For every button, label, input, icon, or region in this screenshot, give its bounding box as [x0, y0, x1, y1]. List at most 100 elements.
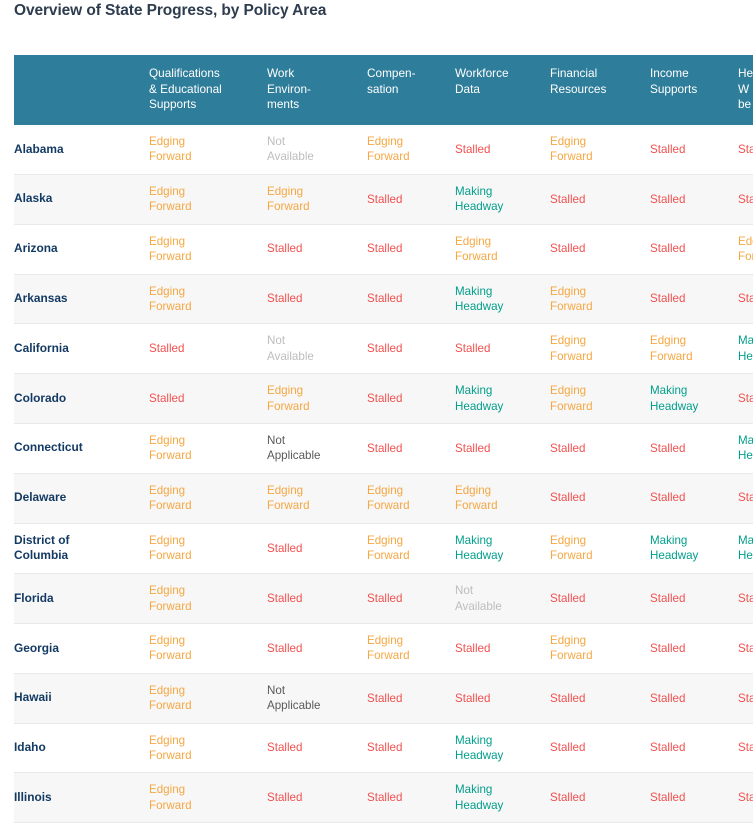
state-name-cell: Connecticut: [14, 423, 149, 474]
progress-table-container: Qualifications & Educational Supports Work…: [14, 55, 753, 826]
status-cell: Stalled: [267, 723, 367, 774]
column-header-work-environments[interactable]: Work Environ-ments: [267, 55, 367, 126]
table-header: Qualifications & Educational Supports Work…: [14, 55, 753, 126]
column-header-financial-resources[interactable]: Financial Resources: [550, 55, 650, 126]
status-cell: Stalled: [550, 822, 650, 826]
status-cell: Stalled: [367, 723, 455, 774]
status-cell: Stalled: [367, 373, 455, 424]
state-name-cell: Indiana: [14, 822, 149, 826]
table-body: Alabama Edging Forward Not Available Edging Fo…: [14, 125, 753, 826]
status-cell: Stalled: [738, 623, 753, 674]
table-row[interactable]: Idaho Edging Forward Stalled Stalled Making He…: [14, 723, 753, 774]
status-cell: Stalled: [650, 224, 738, 275]
state-name-cell: Alaska: [14, 174, 149, 225]
table-row[interactable]: IndianaEdgingForwardStalledStalledNotAva…: [14, 822, 753, 826]
column-header-income-supports[interactable]: Income Supports: [650, 55, 738, 126]
table-row[interactable]: Florida Edging Forward Stalled Stalled Not Ava…: [14, 573, 753, 625]
table-row[interactable]: Hawaii Edging Forward Not Applicable Stalled S…: [14, 673, 753, 724]
status-cell: Stalled: [455, 323, 550, 375]
table-row[interactable]: Arizona Edging Forward Stalled Stalled Edging…: [14, 224, 753, 275]
status-cell: Stalled: [738, 174, 753, 225]
status-cell: Stalled: [267, 772, 367, 824]
status-cell: Stalled: [738, 274, 753, 325]
status-cell: Stalled: [650, 673, 738, 724]
table-header-row: Qualifications & Educational Supports Work…: [14, 55, 753, 126]
status-cell: Stalled: [455, 673, 550, 724]
status-cell: Stalled: [367, 573, 455, 625]
status-cell: Stalled: [367, 174, 455, 225]
status-cell: Stalled: [367, 224, 455, 275]
status-cell: Not Applicable: [267, 673, 367, 724]
table-row[interactable]: Connecticut Edging Forward Not Applicable Sta…: [14, 423, 753, 474]
status-cell: Stalled: [455, 125, 550, 175]
column-header-state[interactable]: [14, 55, 149, 126]
table-row[interactable]: Georgia Edging Forward Stalled Edging Forward…: [14, 623, 753, 674]
status-cell: Stalled: [650, 274, 738, 325]
status-cell: Stalled: [738, 772, 753, 824]
table-row[interactable]: District of Columbia Edging Forward Stalled E…: [14, 523, 753, 575]
status-cell: Stalled: [738, 473, 753, 524]
status-cell: Stalled: [367, 822, 455, 826]
status-cell: Stalled: [367, 673, 455, 724]
status-cell: Stalled: [650, 174, 738, 225]
table-row[interactable]: California Stalled Not Available Stalled Stal…: [14, 323, 753, 375]
table-row[interactable]: Alaska Edging Forward Edging Forward Stalled M…: [14, 174, 753, 225]
column-header-workforce-data[interactable]: Workforce Data: [455, 55, 550, 126]
table-row[interactable]: Arkansas Edging Forward Stalled Stalled Makin…: [14, 274, 753, 325]
status-cell: Stalled: [550, 772, 650, 824]
state-name-cell: Delaware: [14, 473, 149, 524]
table-row[interactable]: Colorado Stalled Edging Forward Stalled Makin…: [14, 373, 753, 424]
status-cell: Stalled: [738, 125, 753, 175]
status-cell: Stalled: [267, 224, 367, 275]
status-cell: Stalled: [650, 423, 738, 474]
status-cell: Stalled: [367, 423, 455, 474]
table-row[interactable]: Illinois Edging Forward Stalled Stalled Makin…: [14, 772, 753, 824]
status-cell: Stalled: [650, 822, 738, 826]
status-cell: Stalled: [650, 623, 738, 674]
table-row[interactable]: Delaware Edging Forward Edging Forward Edging…: [14, 473, 753, 524]
status-cell: Stalled: [550, 573, 650, 625]
status-cell: Stalled: [550, 473, 650, 524]
status-cell: Stalled: [738, 723, 753, 774]
state-name-cell: Idaho: [14, 723, 149, 774]
status-cell: Stalled: [267, 274, 367, 325]
status-cell: Stalled: [267, 523, 367, 575]
table-row[interactable]: Alabama Edging Forward Not Available Edging Fo…: [14, 125, 753, 175]
state-progress-table: Qualifications & Educational Supports Work…: [14, 55, 753, 826]
status-cell: Stalled: [267, 623, 367, 674]
state-name-cell: California: [14, 323, 149, 375]
column-header-qualifications[interactable]: Qualifications & Educational Supports: [149, 55, 267, 126]
status-cell: Stalled: [455, 623, 550, 674]
column-header-compensation[interactable]: Compen-sation: [367, 55, 455, 126]
